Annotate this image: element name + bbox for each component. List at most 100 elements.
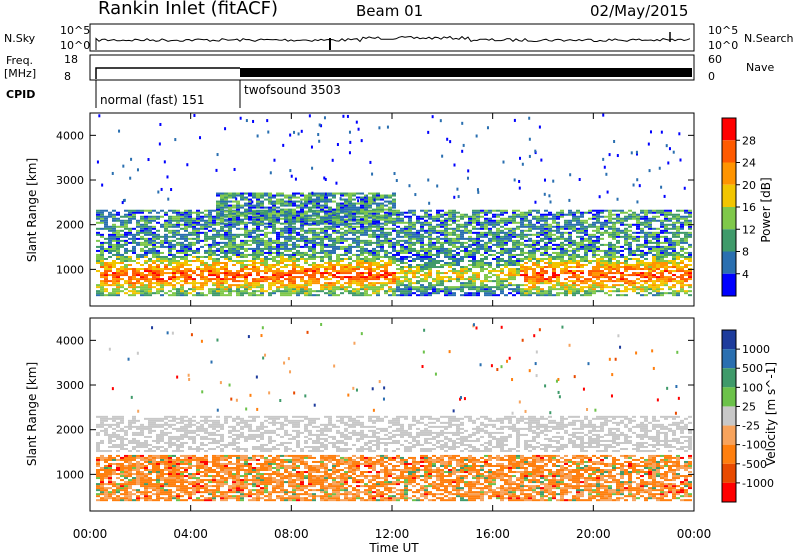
power-cell xyxy=(232,259,236,262)
power-cell xyxy=(588,211,592,214)
power-cell xyxy=(460,284,464,287)
power-cell xyxy=(236,210,240,213)
power-cell xyxy=(308,294,312,297)
power-cell xyxy=(284,231,288,234)
power-cell xyxy=(212,217,216,220)
power-cell xyxy=(176,221,180,224)
power-cell xyxy=(616,239,620,242)
power-cell xyxy=(312,261,316,265)
power-cell xyxy=(436,284,440,287)
power-cell xyxy=(620,245,624,248)
power-cell xyxy=(164,257,168,260)
power-cell xyxy=(516,235,520,238)
power-cell xyxy=(140,209,144,212)
power-cell xyxy=(276,243,280,246)
power-cell xyxy=(620,223,624,226)
power-cell xyxy=(188,264,192,267)
power-cell xyxy=(536,225,540,228)
power-cell xyxy=(124,225,128,228)
power-cell xyxy=(416,294,420,297)
power-cell xyxy=(564,253,568,256)
power-cell xyxy=(632,223,636,226)
power-cell xyxy=(404,251,408,254)
power-cell xyxy=(376,213,380,216)
power-cell xyxy=(100,290,104,293)
power-cell xyxy=(220,229,224,232)
power-cell xyxy=(196,247,200,250)
power-cell xyxy=(544,229,548,232)
power-cell xyxy=(396,259,400,262)
power-cell xyxy=(416,257,420,260)
power-cell xyxy=(128,219,132,222)
power-cell xyxy=(112,215,116,218)
power-cell xyxy=(136,243,140,246)
power-cell xyxy=(136,257,140,260)
power-cell xyxy=(392,210,396,213)
power-cell xyxy=(604,272,608,275)
power-cell xyxy=(224,270,228,273)
power-cell xyxy=(464,213,468,216)
power-cell xyxy=(132,294,136,297)
power-cell xyxy=(232,194,236,197)
power-cell xyxy=(348,266,352,269)
power-cell xyxy=(412,223,416,226)
power-cell xyxy=(164,284,168,287)
power-cell xyxy=(644,217,648,220)
power-cell xyxy=(400,276,404,279)
power-cell xyxy=(460,268,464,271)
power-cell xyxy=(172,235,176,238)
power-cell xyxy=(584,231,588,234)
power-cell xyxy=(360,198,364,201)
power-cell xyxy=(596,272,600,275)
power-cell xyxy=(296,239,300,242)
power-cell xyxy=(240,261,244,265)
power-cell xyxy=(152,282,156,285)
power-cell xyxy=(396,272,400,275)
power-cell xyxy=(292,192,296,195)
power-cell xyxy=(232,210,236,213)
power-cell xyxy=(328,225,332,228)
power-cell xyxy=(656,257,660,260)
power-cell xyxy=(220,247,224,250)
power-cell xyxy=(220,268,224,271)
power-cell xyxy=(580,266,584,269)
power-cell xyxy=(644,266,648,269)
power-cell xyxy=(548,259,552,262)
power-cell xyxy=(520,251,524,254)
power-cell xyxy=(268,292,272,295)
power-cell xyxy=(232,223,236,226)
power-cell xyxy=(104,237,108,240)
power-cell xyxy=(308,290,312,293)
power-cell xyxy=(464,225,468,228)
power-cell xyxy=(664,282,668,285)
power-cell xyxy=(560,233,564,236)
power-cell xyxy=(216,247,220,250)
power-cell xyxy=(140,278,144,281)
power-cell xyxy=(596,245,600,248)
power-cell xyxy=(260,212,264,215)
power-cell xyxy=(504,259,508,262)
power-cell xyxy=(184,213,188,216)
power-cell xyxy=(428,221,432,224)
power-cell xyxy=(628,243,632,246)
power-cell xyxy=(308,219,312,222)
power-cell xyxy=(472,247,476,250)
power-cell xyxy=(456,233,460,236)
power-cell xyxy=(256,251,260,254)
power-cell xyxy=(384,268,388,271)
power-cell xyxy=(204,266,208,269)
power-cell xyxy=(544,217,548,220)
power-cell xyxy=(608,257,612,260)
power-cell xyxy=(252,192,256,195)
power-cell xyxy=(484,227,488,230)
power-cell xyxy=(208,280,212,283)
power-cell xyxy=(292,247,296,250)
power-cell xyxy=(556,237,560,240)
power-cell xyxy=(172,270,176,273)
power-cell xyxy=(368,272,372,275)
power-cell xyxy=(652,290,656,293)
power-cell xyxy=(440,229,444,232)
power-cell xyxy=(184,223,188,226)
power-cell xyxy=(408,243,412,246)
power-cell xyxy=(500,239,504,242)
